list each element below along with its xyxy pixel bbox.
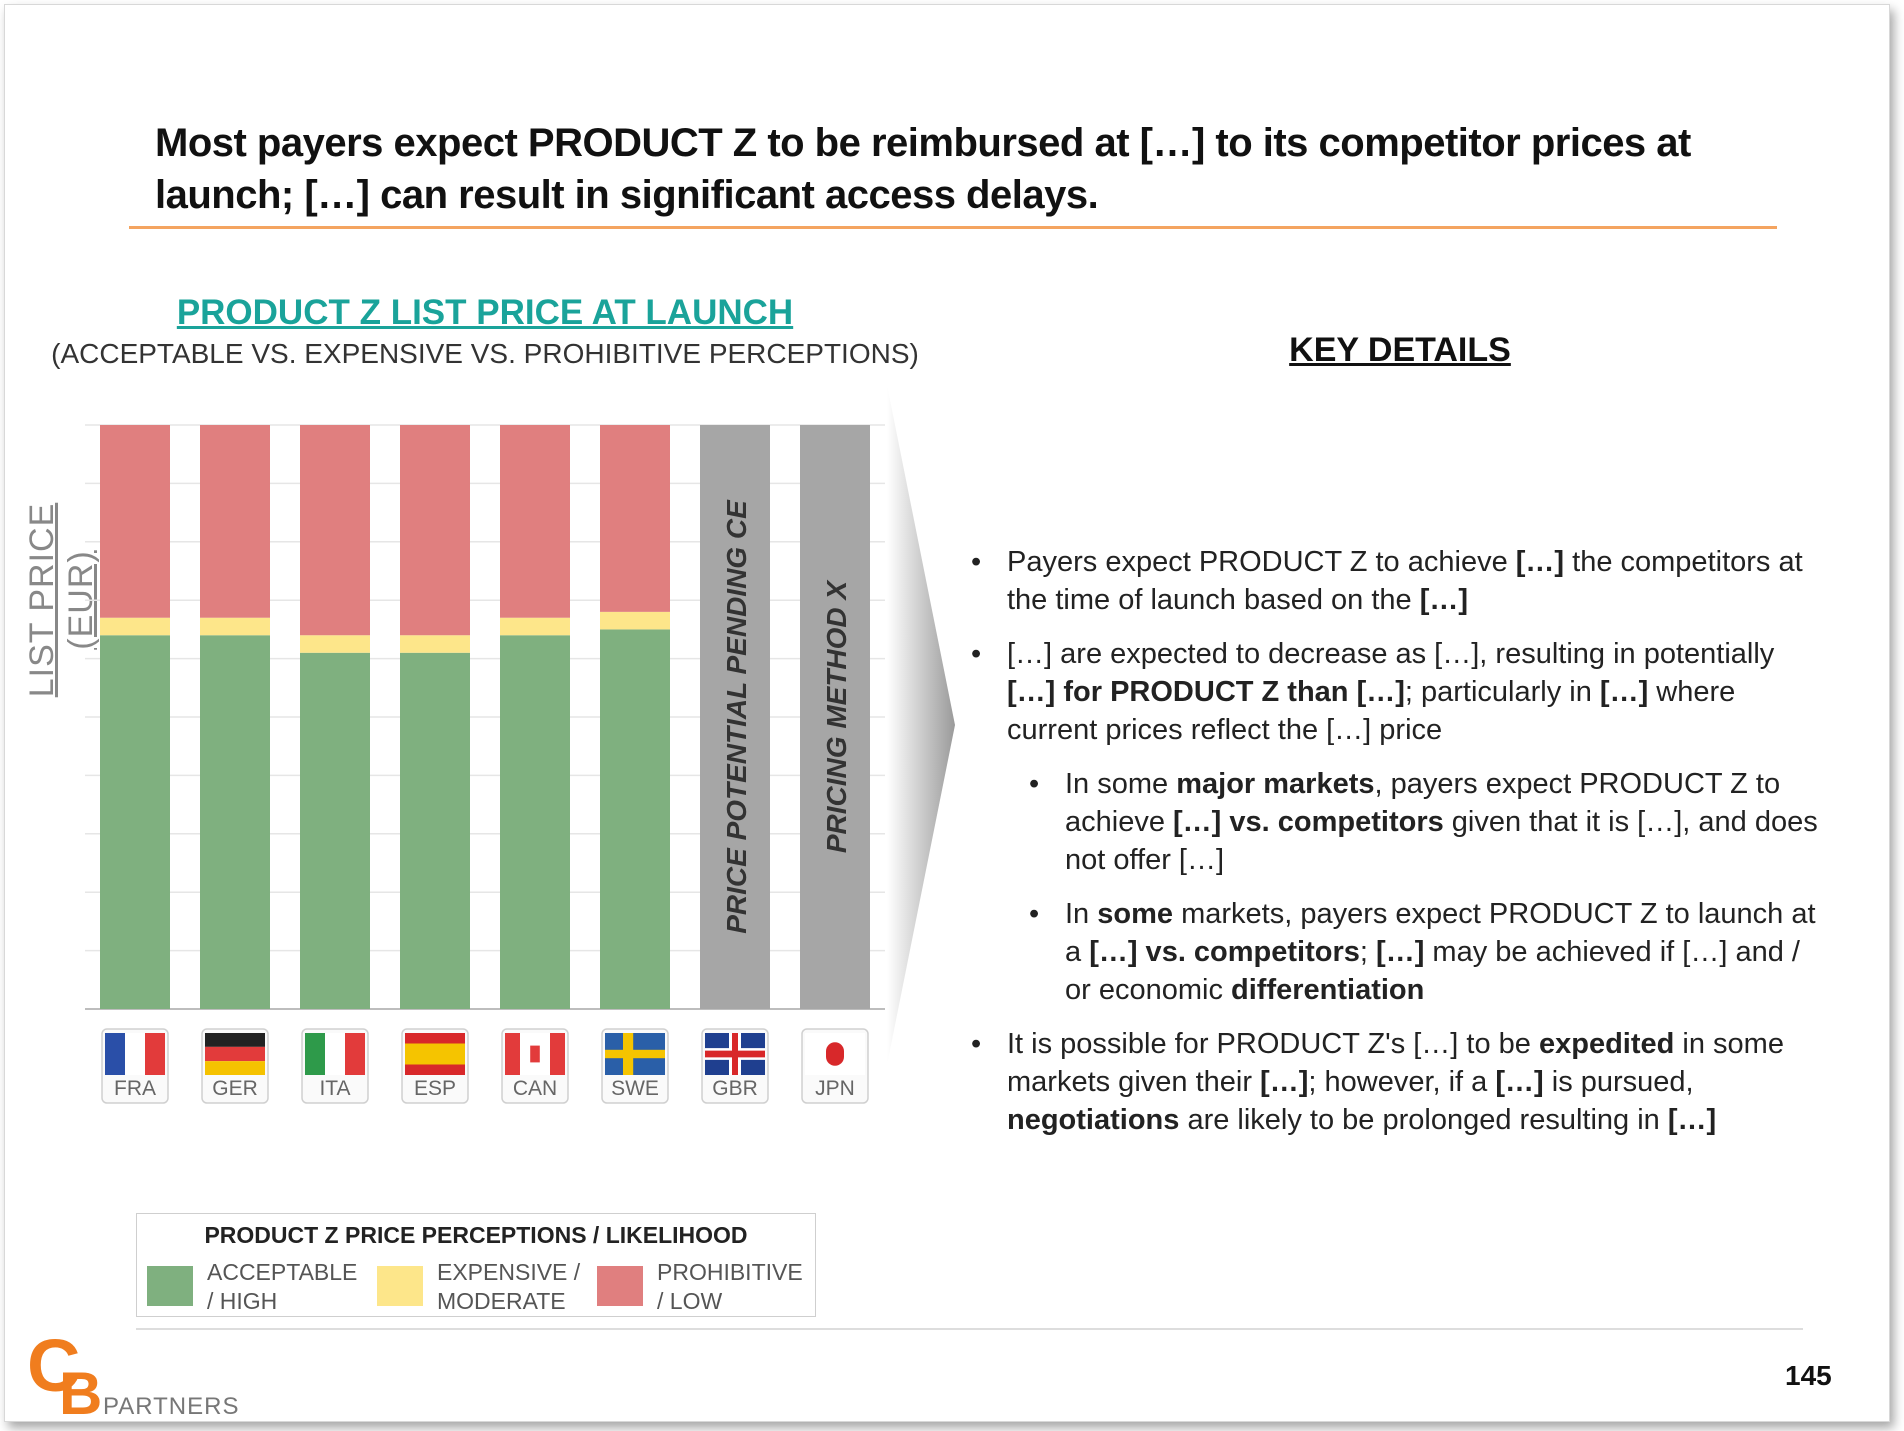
flag-label-jpn: JPN <box>815 1077 855 1100</box>
bar-swe-segment <box>600 425 670 612</box>
chart-title: PRODUCT Z LIST PRICE AT LAUNCH <box>176 293 794 332</box>
legend-swatch <box>147 1266 193 1306</box>
flag-can-icon <box>550 1033 565 1075</box>
bar-can-segment <box>500 617 570 636</box>
legend-label: ACCEPTABLE / HIGH <box>207 1259 358 1314</box>
flag-jpn-icon <box>826 1042 844 1066</box>
legend-label: PROHIBITIVE / LOW <box>657 1259 803 1314</box>
flag-ita-icon <box>345 1033 365 1075</box>
flag-ger-icon <box>205 1033 265 1047</box>
bullet-dot: • <box>1029 768 1040 800</box>
flag-esp-icon <box>405 1064 465 1075</box>
bullet-dot: • <box>971 638 982 670</box>
bar-swe-segment <box>600 611 670 630</box>
flag-ita-icon <box>305 1033 325 1075</box>
legend: PRODUCT Z PRICE PERCEPTIONS / LIKELIHOOD… <box>136 1213 816 1317</box>
bar-esp-segment <box>400 652 470 1009</box>
flag-label-swe: SWE <box>611 1077 659 1100</box>
bar-esp-segment <box>400 635 470 653</box>
bar-ita-segment <box>300 652 370 1009</box>
flag-fra-icon <box>105 1033 125 1075</box>
key-detail-bullet: • In some markets, payers expect PRODUCT … <box>965 895 1825 1009</box>
slide: Most payers expect PRODUCT Z to be reimb… <box>4 4 1890 1427</box>
flag-label-esp: ESP <box>414 1077 456 1100</box>
bar-ger-segment <box>200 635 270 1009</box>
bullet-dot: • <box>971 1028 982 1060</box>
logo-letter-c: C <box>27 1324 81 1407</box>
price-perception-chart: FRA GER ITA ESP CAN SWE PRICE POTENTIAL PENDIN… <box>85 385 955 1104</box>
annotation-bar-jpn <box>800 425 870 1009</box>
chart-header: PRODUCT Z LIST PRICE AT LAUNCH (ACCEPTAB… <box>45 291 925 373</box>
bar-esp-segment <box>400 425 470 636</box>
arrow-chevron <box>887 385 955 1065</box>
logo-letter-b: B <box>59 1360 103 1427</box>
bar-ger-segment <box>200 617 270 636</box>
flag-can-icon <box>530 1045 540 1063</box>
bar-swe-segment <box>600 629 670 1009</box>
flag-label-ita: ITA <box>319 1077 350 1100</box>
flag-label-ger: GER <box>212 1077 258 1100</box>
bullet-text: […] are expected to decrease as […], res… <box>1007 638 1775 746</box>
flag-esp-icon <box>405 1043 465 1065</box>
bar-can-segment <box>500 635 570 1009</box>
key-details-title: KEY DETAILS <box>1289 331 1511 369</box>
slide-title: Most payers expect PRODUCT Z to be reimb… <box>155 121 1691 217</box>
footer-divider <box>136 1328 1803 1330</box>
bullet-text: In some major markets, payers expect PRO… <box>1065 768 1818 876</box>
bullet-dot: • <box>971 546 982 578</box>
annotation-bar-gbr <box>700 425 770 1009</box>
bar-fra-segment <box>100 635 170 1009</box>
flag-swe-icon <box>605 1049 665 1059</box>
chart-subtitle: (ACCEPTABLE VS. EXPENSIVE VS. PROHIBITIV… <box>51 338 919 369</box>
bar-ger-segment <box>200 425 270 618</box>
bullet-text: Payers expect PRODUCT Z to achieve […] t… <box>1007 546 1803 616</box>
key-detail-bullet: • In some major markets, payers expect PR… <box>965 765 1825 879</box>
flag-fra-icon <box>125 1033 145 1075</box>
legend-swatch <box>597 1266 643 1306</box>
flag-ger-icon <box>205 1046 265 1062</box>
bar-can-segment <box>500 425 570 618</box>
bullet-dot: • <box>1029 898 1040 930</box>
bar-fra-segment <box>100 425 170 618</box>
bar-ita-segment <box>300 635 370 653</box>
legend-label: EXPENSIVE / MODERATE <box>437 1259 581 1314</box>
bar-fra-segment <box>100 617 170 636</box>
flag-gbr-icon <box>732 1033 738 1075</box>
bullet-text: It is possible for PRODUCT Z's […] to be… <box>1007 1028 1784 1136</box>
flag-esp-icon <box>405 1033 465 1044</box>
flag-ger-icon <box>205 1061 265 1075</box>
bullet-text: In some markets, payers expect PRODUCT Z… <box>1065 898 1816 1006</box>
key-details-list: • Payers expect PRODUCT Z to achieve […] … <box>965 543 1825 1155</box>
legend-swatch <box>377 1266 423 1306</box>
logo-text: PARTNERS <box>103 1393 240 1420</box>
flag-swe-icon <box>623 1033 634 1075</box>
flag-label-gbr: GBR <box>712 1077 758 1100</box>
page-number: 145 <box>1785 1360 1832 1391</box>
bar-ita-segment <box>300 425 370 636</box>
title-divider <box>129 226 1777 229</box>
flag-label-can: CAN <box>513 1077 557 1100</box>
key-detail-bullet: • It is possible for PRODUCT Z's […] to b… <box>965 1025 1825 1139</box>
key-detail-bullet: • […] are expected to decrease as […], re… <box>965 635 1825 749</box>
flag-label-fra: FRA <box>114 1077 156 1100</box>
annotation-label-jpn: PRICING METHOD X <box>821 579 852 854</box>
annotation-label-gbr: PRICE POTENTIAL PENDING CE <box>721 499 752 934</box>
flag-ita-icon <box>325 1033 345 1075</box>
key-detail-bullet: • Payers expect PRODUCT Z to achieve […] … <box>965 543 1825 619</box>
legend-title: PRODUCT Z PRICE PERCEPTIONS / LIKELIHOOD <box>204 1222 748 1248</box>
flag-fra-icon <box>145 1033 165 1075</box>
flag-can-icon <box>505 1033 520 1075</box>
